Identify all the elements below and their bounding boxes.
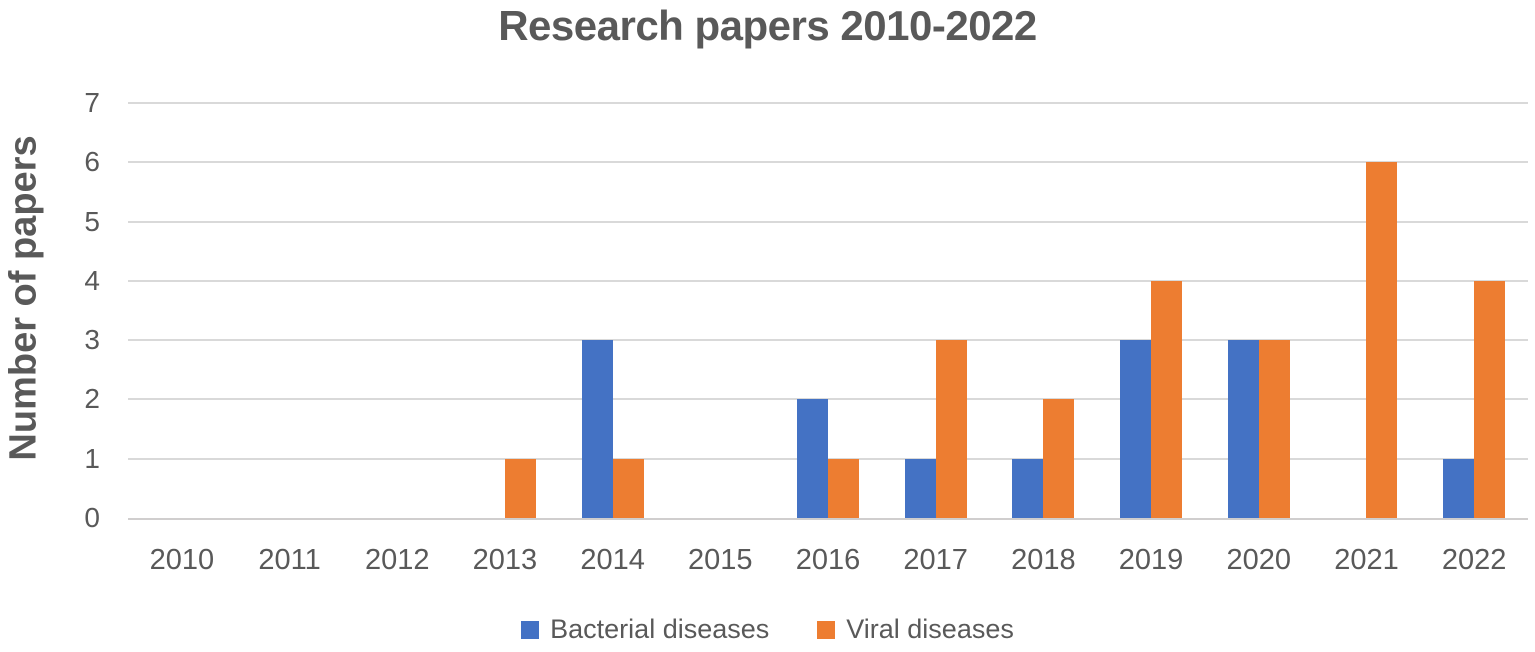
bar-2016-viral-diseases [828, 458, 859, 518]
y-tick-4: 4 [84, 264, 100, 296]
bar-2020-viral-diseases [1258, 340, 1290, 518]
bar-2019-bacterial-diseases [1120, 340, 1152, 518]
y-tick-7: 7 [84, 87, 100, 118]
gridline-6 [128, 161, 1528, 164]
x-tick-2020: 2020 [1226, 544, 1292, 576]
x-tick-2017: 2017 [903, 544, 968, 576]
x-tick-2018: 2018 [1011, 544, 1076, 576]
x-tick-2016: 2016 [795, 544, 861, 576]
x-tick-2014: 2014 [580, 544, 645, 576]
gridline-4 [128, 279, 1528, 282]
y-tick-0: 0 [84, 502, 100, 533]
legend-item-bacterial-diseases: Bacterial diseases [521, 614, 769, 645]
bar-2014-bacterial-diseases [581, 340, 613, 518]
bar-2019-viral-diseases [1151, 280, 1183, 518]
bar-2016-bacterial-diseases [797, 399, 828, 518]
gridline-2 [128, 398, 1528, 401]
bar-2018-viral-diseases [1043, 399, 1075, 518]
legend-swatch-icon [817, 620, 836, 639]
x-tick-2022: 2022 [1441, 544, 1507, 576]
y-tick-6: 6 [84, 146, 100, 178]
legend-label: Viral diseases [846, 614, 1014, 644]
gridline-5 [128, 220, 1528, 223]
y-axis-ticks: 0 1 2 3 4 5 6 7 [0, 89, 118, 532]
x-tick-2013: 2013 [472, 544, 538, 576]
bar-2022-bacterial-diseases [1443, 458, 1475, 518]
y-tick-5: 5 [84, 205, 100, 237]
x-tick-2015: 2015 [688, 544, 753, 576]
plot-area [128, 102, 1528, 520]
legend-label: Bacterial diseases [550, 614, 770, 644]
bar-2017-viral-diseases [935, 340, 967, 518]
bar-2021-viral-diseases [1366, 162, 1398, 518]
bar-2018-bacterial-diseases [1012, 458, 1044, 518]
x-tick-2021: 2021 [1334, 544, 1399, 576]
bar-2017-bacterial-diseases [904, 458, 936, 518]
x-tick-2010: 2010 [149, 544, 215, 576]
y-tick-2: 2 [84, 383, 100, 415]
legend: Bacterial diseases Viral diseases [0, 614, 1535, 645]
x-tick-2012: 2012 [364, 544, 430, 576]
bar-2014-viral-diseases [612, 458, 644, 518]
gridline-3 [128, 339, 1528, 342]
x-tick-2019: 2019 [1118, 544, 1184, 576]
y-tick-3: 3 [84, 324, 100, 356]
bar-2013-viral-diseases [504, 458, 536, 518]
x-tick-2011: 2011 [258, 544, 321, 576]
x-axis-ticks: 2010 2011 2012 2013 2014 2015 2016 2017 2018 2019… [128, 544, 1528, 584]
legend-swatch-icon [521, 620, 540, 639]
chart-title: Research papers 2010-2022 [498, 2, 1037, 49]
bar-2020-bacterial-diseases [1227, 340, 1259, 518]
gridline-7 [128, 102, 1528, 104]
y-tick-1: 1 [84, 442, 100, 474]
bar-2022-viral-diseases [1474, 280, 1506, 518]
legend-item-viral-diseases: Viral diseases [817, 614, 1014, 645]
